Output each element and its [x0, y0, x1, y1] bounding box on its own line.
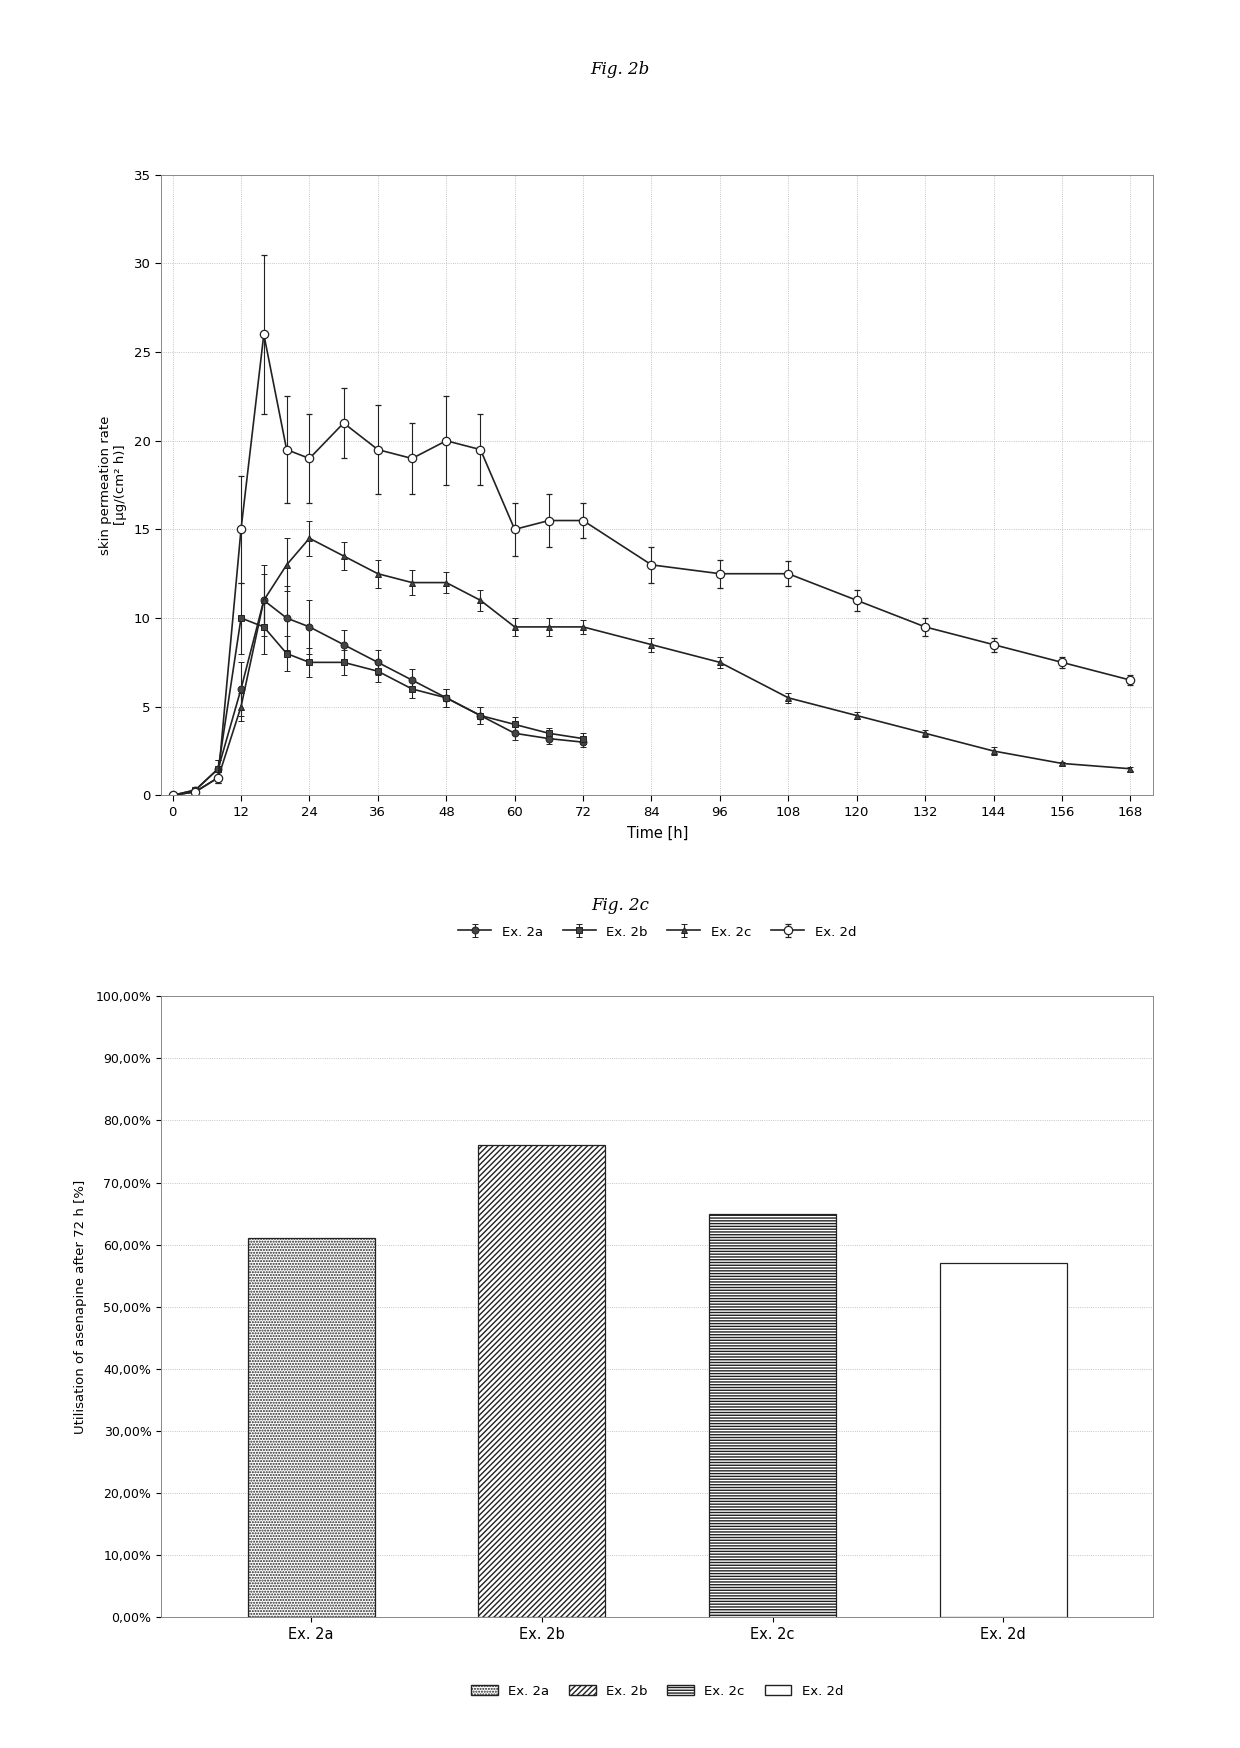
Bar: [248, 1238, 374, 1617]
Bar: [709, 1213, 836, 1617]
Text: Fig. 2b: Fig. 2b: [590, 61, 650, 79]
Y-axis label: skin permeation rate
[µg/(cm² h)]: skin permeation rate [µg/(cm² h)]: [99, 416, 126, 554]
Text: Fig. 2c: Fig. 2c: [591, 897, 649, 914]
Bar: [479, 1145, 605, 1617]
X-axis label: Time [h]: Time [h]: [626, 825, 688, 841]
Bar: [940, 1264, 1066, 1617]
Legend: Ex. 2a, Ex. 2b, Ex. 2c, Ex. 2d: Ex. 2a, Ex. 2b, Ex. 2c, Ex. 2d: [466, 1680, 848, 1703]
Y-axis label: Utilisation of asenapine after 72 h [%]: Utilisation of asenapine after 72 h [%]: [74, 1180, 87, 1433]
Legend: Ex. 2a, Ex. 2b, Ex. 2c, Ex. 2d: Ex. 2a, Ex. 2b, Ex. 2c, Ex. 2d: [453, 919, 862, 944]
